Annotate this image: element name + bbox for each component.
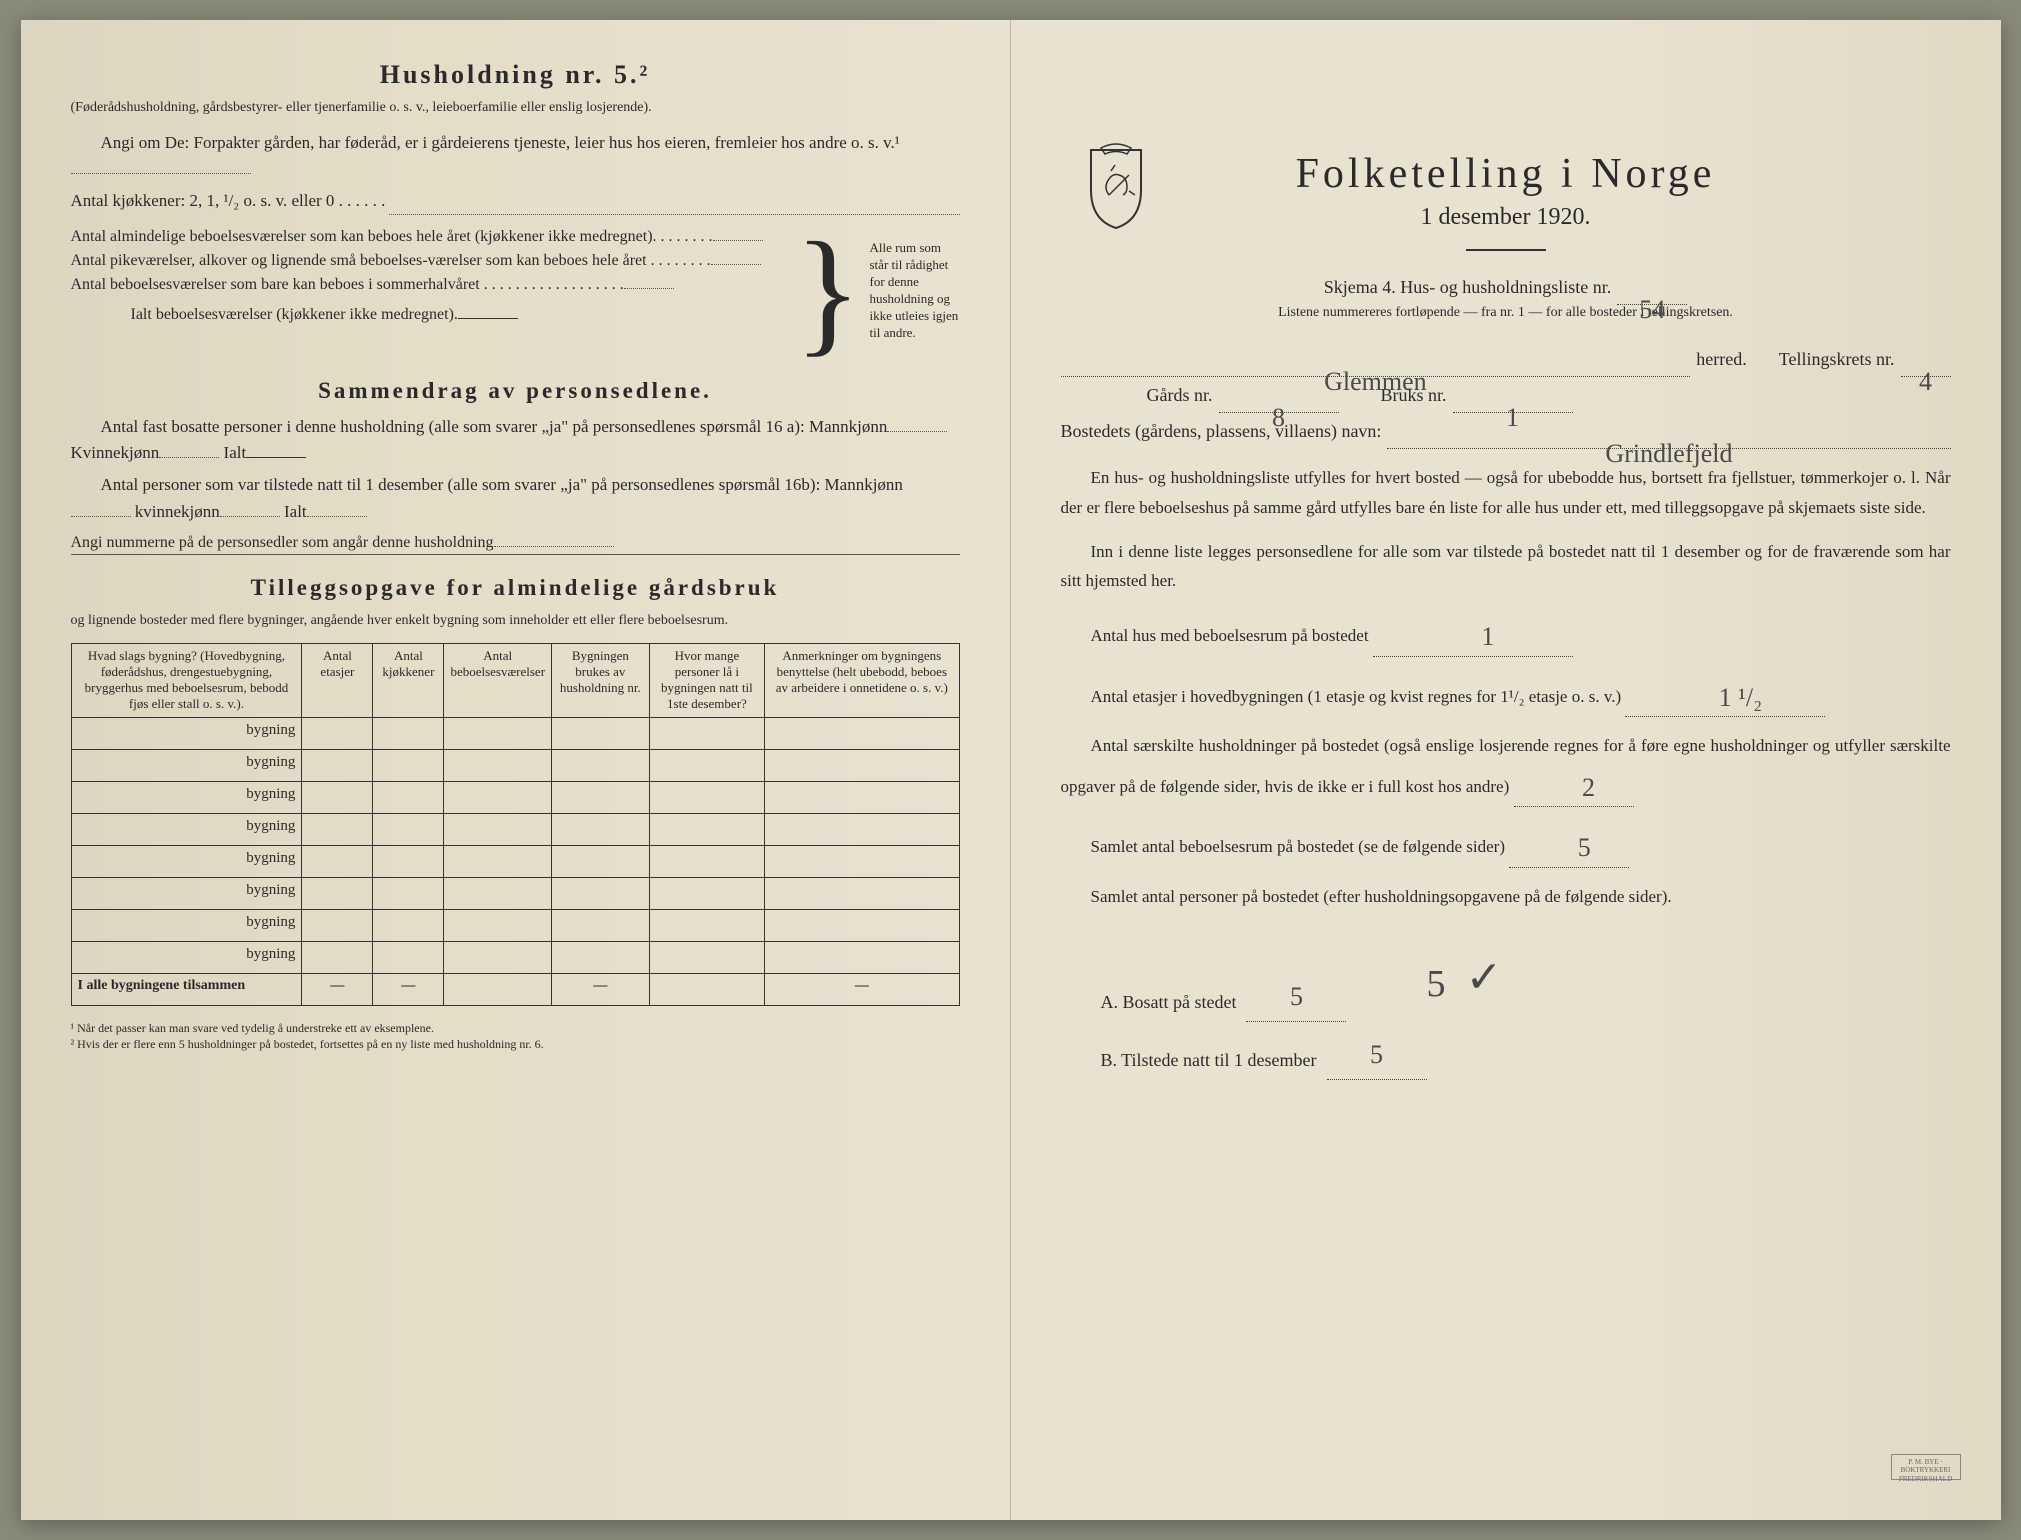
checkmark-icon: ✓: [1465, 930, 1502, 1027]
brace-line-1: Antal almindelige beboelsesværelser som …: [71, 225, 713, 249]
herred-value: Glemmen: [1324, 367, 1427, 396]
bottom-answers: A. Bosatt på stedet 5 5 ✓ B. Tilstede na…: [1061, 926, 1951, 1081]
q3: Antal særskilte husholdninger på bostede…: [1061, 731, 1951, 807]
left-page: Husholdning nr. 5.² (Føderådshusholdning…: [21, 20, 1011, 1520]
th-2: Antal kjøkkener: [373, 643, 444, 717]
list-nr-value: 54: [1639, 295, 1665, 324]
paragraph-1: En hus- og husholdningsliste utfylles fo…: [1061, 463, 1951, 523]
summary-line-3: Angi nummerne på de personsedler som ang…: [71, 531, 960, 555]
qA-value: 5: [1290, 982, 1303, 1011]
brace-icon: }: [794, 225, 861, 358]
coat-of-arms-icon: [1081, 140, 1151, 230]
building-tbody: bygning bygning bygning bygning bygning …: [71, 717, 959, 1005]
q2-value: 1 ¹/₂: [1719, 683, 1763, 712]
kitchens-row: Antal kjøkkener: 2, 1, ¹/₂ o. s. v. elle…: [71, 188, 960, 214]
brace-line-2: Antal pikeværelser, alkover og lignende …: [71, 249, 711, 273]
q3-value: 2: [1582, 773, 1595, 802]
qA-check: 5: [1426, 943, 1445, 1027]
summary-line-2: Antal personer som var tilstede natt til…: [71, 472, 960, 525]
note-1: (Føderådshusholdning, gårdsbestyrer- ell…: [71, 98, 960, 118]
th-1: Antal etasjer: [302, 643, 373, 717]
right-page: Folketelling i Norge 1 desember 1920. Sk…: [1011, 20, 2001, 1520]
household-heading: Husholdning nr. 5.²: [71, 60, 960, 90]
th-4: Bygningen brukes av husholdning nr.: [552, 643, 650, 717]
note-2: Angi om De: Forpakter gården, har føderå…: [71, 130, 960, 183]
q2: Antal etasjer i hovedbygningen (1 etasje…: [1061, 671, 1951, 718]
th-3: Antal beboelsesværelser: [444, 643, 552, 717]
q1-value: 1: [1481, 622, 1494, 651]
main-title: Folketelling i Norge: [1061, 150, 1951, 198]
qB-value: 5: [1370, 1040, 1383, 1069]
footnotes: ¹ Når det passer kan man svare ved tydel…: [71, 1020, 960, 1054]
brace-line-4: Ialt beboelsesværelser (kjøkkener ikke m…: [131, 303, 458, 327]
bosted-value: Grindlefjeld: [1605, 439, 1732, 468]
paragraph-2: Inn i denne liste legges personsedlene f…: [1061, 537, 1951, 597]
listene-note: Listene nummereres fortløpende — fra nr.…: [1061, 305, 1951, 321]
th-5: Hvor mange personer lå i bygningen natt …: [649, 643, 764, 717]
footnote-1: ¹ Når det passer kan man svare ved tydel…: [71, 1020, 960, 1037]
footnote-2: ² Hvis der er flere enn 5 husholdninger …: [71, 1036, 960, 1053]
th-0: Hvad slags bygning? (Hovedbygning, føder…: [71, 643, 302, 717]
brace-line-3: Antal beboelsesværelser som bare kan beb…: [71, 273, 624, 297]
brace-note: Alle rum som står til rådighet for denne…: [870, 240, 960, 341]
gard-bruk-line: Gårds nr. 8 Bruks nr. 1: [1061, 377, 1951, 413]
section-summary-title: Sammendrag av personsedlene.: [71, 378, 960, 404]
summary-line-1: Antal fast bosatte personer i denne hush…: [71, 414, 960, 467]
divider: [1466, 249, 1546, 251]
tillegg-subtitle: og lignende bosteder med flere bygninger…: [71, 611, 960, 631]
printer-stamp: P. M. BYE · BOKTRYKKERIFREDRIKSHALD: [1891, 1454, 1961, 1480]
q4: Samlet antal beboelsesrum på bostedet (s…: [1061, 821, 1951, 868]
krets-value: 4: [1919, 367, 1932, 396]
q1: Antal hus med beboelsesrum på bostedet 1: [1061, 610, 1951, 657]
table-footer-row: I alle bygningene tilsammen ————: [71, 973, 959, 1005]
gard-value: 8: [1272, 403, 1285, 432]
q5-label: Samlet antal personer på bostedet (efter…: [1061, 882, 1951, 912]
date-subtitle: 1 desember 1920.: [1061, 204, 1951, 231]
q4-value: 5: [1578, 833, 1591, 862]
skjema-line: Skjema 4. Hus- og husholdningsliste nr. …: [1061, 269, 1951, 305]
section-tillegg-title: Tilleggsopgave for almindelige gårdsbruk: [71, 575, 960, 601]
herred-line: Glemmen herred. Tellingskrets nr. 4: [1061, 341, 1951, 377]
building-table: Hvad slags bygning? (Hovedbygning, føder…: [71, 643, 960, 1006]
document-spread: Husholdning nr. 5.² (Føderådshusholdning…: [21, 20, 2001, 1520]
th-6: Anmerkninger om bygningens benyttelse (h…: [765, 643, 959, 717]
rooms-brace-block: Antal almindelige beboelsesværelser som …: [71, 225, 960, 358]
